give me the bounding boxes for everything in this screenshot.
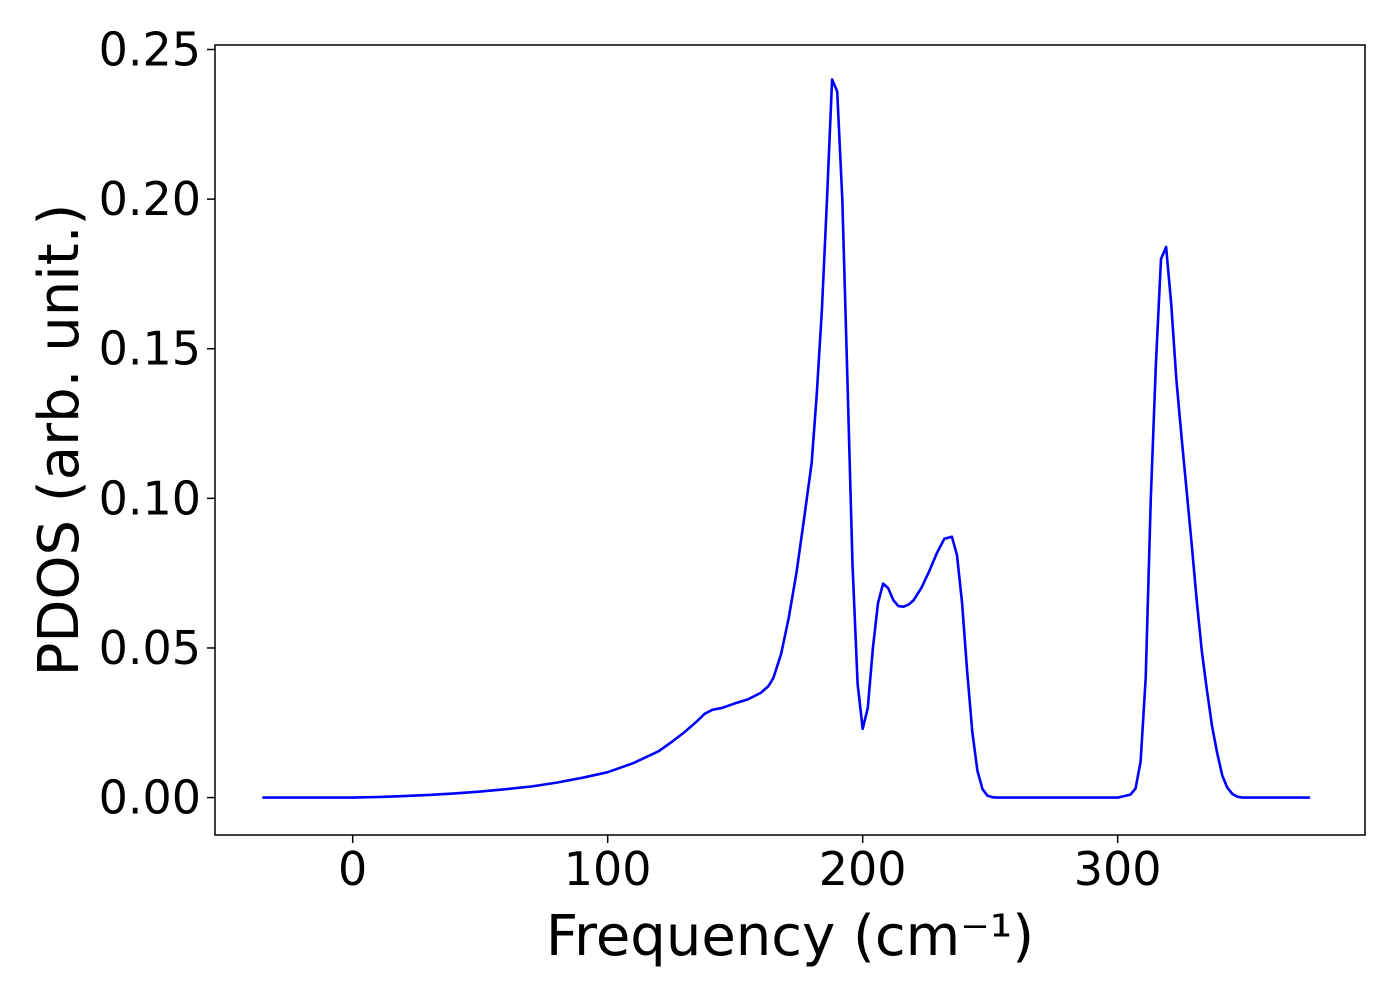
pdos-series-line xyxy=(262,78,1311,799)
series-layer xyxy=(262,78,1311,799)
y-tick-label: 0.10 xyxy=(99,471,201,525)
x-tick-label: 100 xyxy=(564,842,652,896)
y-tick-label: 0.05 xyxy=(99,621,201,675)
x-tick-label: 200 xyxy=(819,842,907,896)
y-tick-label: 0.25 xyxy=(99,22,201,76)
x-axis-label: Frequency (cm⁻¹) xyxy=(546,904,1034,969)
y-axis-ticks: 0.00 0.05 0.10 0.15 0.20 0.25 xyxy=(99,22,215,825)
x-tick-label: 300 xyxy=(1074,842,1162,896)
x-tick-label: 0 xyxy=(338,842,367,896)
y-axis-label: PDOS (arb. unit.) xyxy=(27,204,92,677)
plot-area-frame xyxy=(214,44,1366,836)
y-tick-label: 0.00 xyxy=(99,771,201,825)
x-axis-ticks: 0 100 200 300 xyxy=(338,835,1162,896)
y-tick-label: 0.15 xyxy=(99,322,201,376)
y-tick-label: 0.20 xyxy=(99,172,201,226)
